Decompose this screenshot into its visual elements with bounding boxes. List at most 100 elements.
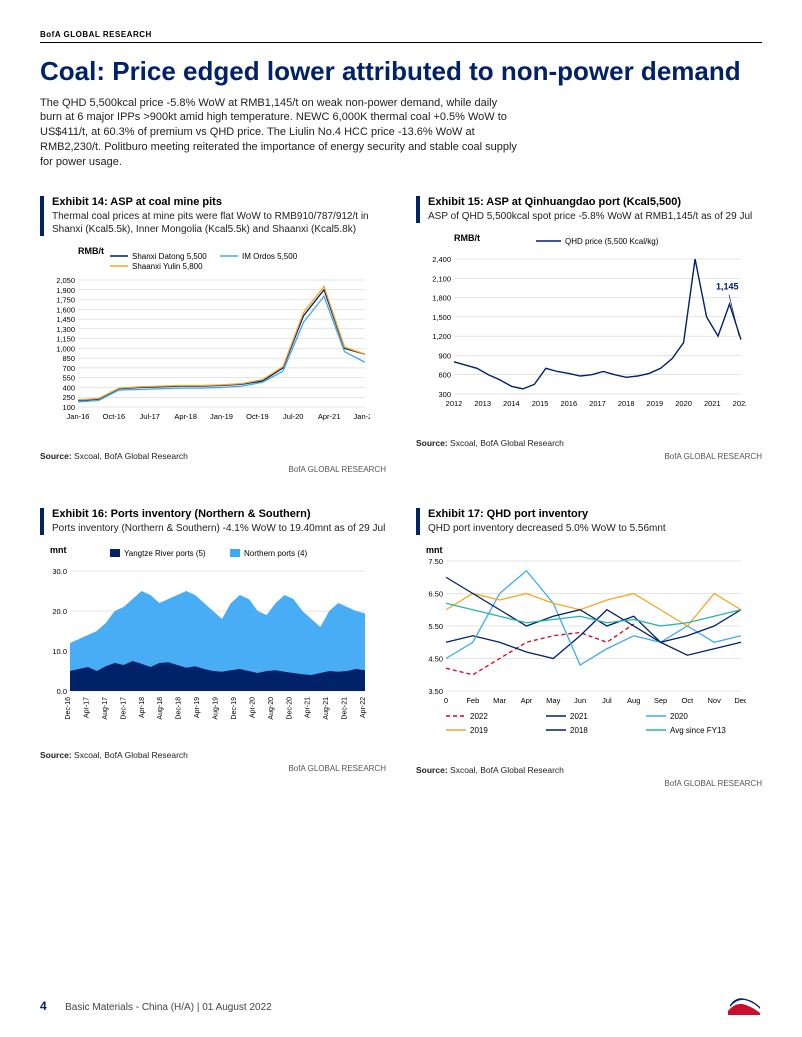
svg-text:Shanxi Datong 5,500: Shanxi Datong 5,500 xyxy=(132,252,207,261)
svg-text:1,500: 1,500 xyxy=(432,313,451,322)
page-number: 4 xyxy=(40,999,47,1013)
svg-text:2013: 2013 xyxy=(474,399,491,408)
ex14-chart: RMB/t Shanxi Datong 5,500 IM Ordos 5,500 Sh… xyxy=(40,242,370,442)
svg-text:Aug: Aug xyxy=(627,696,640,705)
svg-text:RMB/t: RMB/t xyxy=(78,246,104,256)
svg-text:2015: 2015 xyxy=(532,399,549,408)
ex17-chart: mnt3.504.505.506.507.500FebMarAprMayJunJ… xyxy=(416,541,746,756)
svg-text:2020: 2020 xyxy=(675,399,692,408)
svg-text:700: 700 xyxy=(62,364,75,373)
top-rule xyxy=(40,42,762,43)
svg-text:Sep: Sep xyxy=(654,696,667,705)
svg-text:Shaanxi Yulin 5,800: Shaanxi Yulin 5,800 xyxy=(132,262,203,271)
ex15-chart: RMB/t QHD price (5,500 Kcal/kg) 300 600 900 1… xyxy=(416,229,746,429)
svg-text:2018: 2018 xyxy=(618,399,635,408)
svg-text:Jul-20: Jul-20 xyxy=(283,412,303,421)
svg-text:May: May xyxy=(546,696,560,705)
ex17-brand: BofA GLOBAL RESEARCH xyxy=(416,779,762,788)
svg-text:Jul: Jul xyxy=(602,696,612,705)
svg-text:Dec-17: Dec-17 xyxy=(120,697,127,720)
svg-text:6.50: 6.50 xyxy=(428,589,443,598)
svg-text:600: 600 xyxy=(438,371,451,380)
svg-text:400: 400 xyxy=(62,383,75,392)
ex16-source: Source: Sxcoal, BofA Global Research xyxy=(40,750,386,760)
svg-text:Aug-18: Aug-18 xyxy=(157,697,164,720)
page-title: Coal: Price edged lower attributed to no… xyxy=(40,57,762,86)
svg-text:Apr-17: Apr-17 xyxy=(83,697,90,718)
svg-text:mnt: mnt xyxy=(426,545,443,555)
svg-text:250: 250 xyxy=(62,393,75,402)
svg-text:1,000: 1,000 xyxy=(56,344,75,353)
svg-text:2,100: 2,100 xyxy=(432,274,451,283)
svg-text:Aug-21: Aug-21 xyxy=(323,697,330,720)
exhibit-grid: Exhibit 14: ASP at coal mine pits Therma… xyxy=(40,196,762,788)
svg-text:Jul-17: Jul-17 xyxy=(140,412,160,421)
svg-text:5.50: 5.50 xyxy=(428,622,443,631)
svg-text:Aug-17: Aug-17 xyxy=(102,697,109,720)
svg-text:Feb: Feb xyxy=(466,696,479,705)
svg-text:20.0: 20.0 xyxy=(52,607,67,616)
svg-text:1,600: 1,600 xyxy=(56,305,75,314)
svg-text:Dec-20: Dec-20 xyxy=(286,697,293,720)
ex15-brand: BofA GLOBAL RESEARCH xyxy=(416,452,762,461)
ex14-sub: Thermal coal prices at mine pits were fl… xyxy=(52,210,386,236)
svg-text:2019: 2019 xyxy=(647,399,664,408)
svg-text:Dec-21: Dec-21 xyxy=(342,697,349,720)
ex17-title: Exhibit 17: QHD port inventory xyxy=(428,508,762,520)
svg-text:QHD price (5,500 Kcal/kg): QHD price (5,500 Kcal/kg) xyxy=(565,237,659,246)
svg-text:30.0: 30.0 xyxy=(52,567,67,576)
ex17-sub: QHD port inventory decreased 5.0% WoW to… xyxy=(428,522,762,535)
svg-text:3.50: 3.50 xyxy=(428,687,443,696)
svg-text:2018: 2018 xyxy=(570,726,588,735)
svg-text:2021: 2021 xyxy=(704,399,721,408)
svg-text:300: 300 xyxy=(438,390,451,399)
svg-text:550: 550 xyxy=(62,374,75,383)
ex14-title: Exhibit 14: ASP at coal mine pits xyxy=(52,196,386,208)
ex15-source: Source: Sxcoal, BofA Global Research xyxy=(416,438,762,448)
svg-text:10.0: 10.0 xyxy=(52,647,67,656)
svg-text:Apr-21: Apr-21 xyxy=(305,697,312,718)
svg-text:Nov: Nov xyxy=(708,696,722,705)
ex16-brand: BofA GLOBAL RESEARCH xyxy=(40,764,386,773)
svg-text:1,900: 1,900 xyxy=(56,286,75,295)
svg-text:Apr-21: Apr-21 xyxy=(318,412,341,421)
svg-text:Apr-19: Apr-19 xyxy=(194,697,201,718)
svg-text:Aug-19: Aug-19 xyxy=(213,697,220,720)
svg-text:RMB/t: RMB/t xyxy=(454,233,480,243)
svg-text:Oct-19: Oct-19 xyxy=(246,412,269,421)
svg-text:2,050: 2,050 xyxy=(56,276,75,285)
ex15-sub: ASP of QHD 5,500kcal spot price -5.8% Wo… xyxy=(428,210,762,223)
svg-text:mnt: mnt xyxy=(50,545,67,555)
bofa-logo-icon xyxy=(726,993,762,1015)
ex16-chart: mnt Yangtze River ports (5) Northern ports… xyxy=(40,541,370,741)
svg-text:Apr-18: Apr-18 xyxy=(174,412,197,421)
exhibit-17: Exhibit 17: QHD port inventory QHD port … xyxy=(416,508,762,788)
svg-text:Mar: Mar xyxy=(493,696,506,705)
svg-text:Northern ports (4): Northern ports (4) xyxy=(244,549,307,558)
svg-text:Dec-18: Dec-18 xyxy=(176,697,183,720)
svg-text:2019: 2019 xyxy=(470,726,488,735)
svg-text:0.0: 0.0 xyxy=(57,687,67,696)
svg-text:Apr-20: Apr-20 xyxy=(249,697,256,718)
svg-text:1,145: 1,145 xyxy=(716,281,739,291)
ex15-title: Exhibit 15: ASP at Qinhuangdao port (Kca… xyxy=(428,196,762,208)
svg-text:0: 0 xyxy=(444,696,448,705)
ex14-source: Source: Sxcoal, BofA Global Research xyxy=(40,451,386,461)
svg-text:900: 900 xyxy=(438,351,451,360)
svg-text:Avg since FY13: Avg since FY13 xyxy=(670,726,726,735)
exhibit-16: Exhibit 16: Ports inventory (Northern & … xyxy=(40,508,386,788)
svg-text:2,400: 2,400 xyxy=(432,255,451,264)
svg-text:Apr-18: Apr-18 xyxy=(139,697,146,718)
exhibit-14: Exhibit 14: ASP at coal mine pits Therma… xyxy=(40,196,386,474)
footer-text: Basic Materials - China (H/A) | 01 Augus… xyxy=(65,1002,272,1013)
svg-text:Apr: Apr xyxy=(521,696,533,705)
svg-text:IM Ordos 5,500: IM Ordos 5,500 xyxy=(242,252,298,261)
svg-text:1,200: 1,200 xyxy=(432,332,451,341)
svg-text:Dec-16: Dec-16 xyxy=(65,697,72,720)
svg-text:Yangtze River ports (5): Yangtze River ports (5) xyxy=(124,549,206,558)
svg-text:1,750: 1,750 xyxy=(56,295,75,304)
svg-text:2014: 2014 xyxy=(503,399,520,408)
svg-text:Jan-22: Jan-22 xyxy=(354,412,370,421)
ex16-sub: Ports inventory (Northern & Southern) -4… xyxy=(52,522,386,535)
svg-text:7.50: 7.50 xyxy=(428,557,443,566)
